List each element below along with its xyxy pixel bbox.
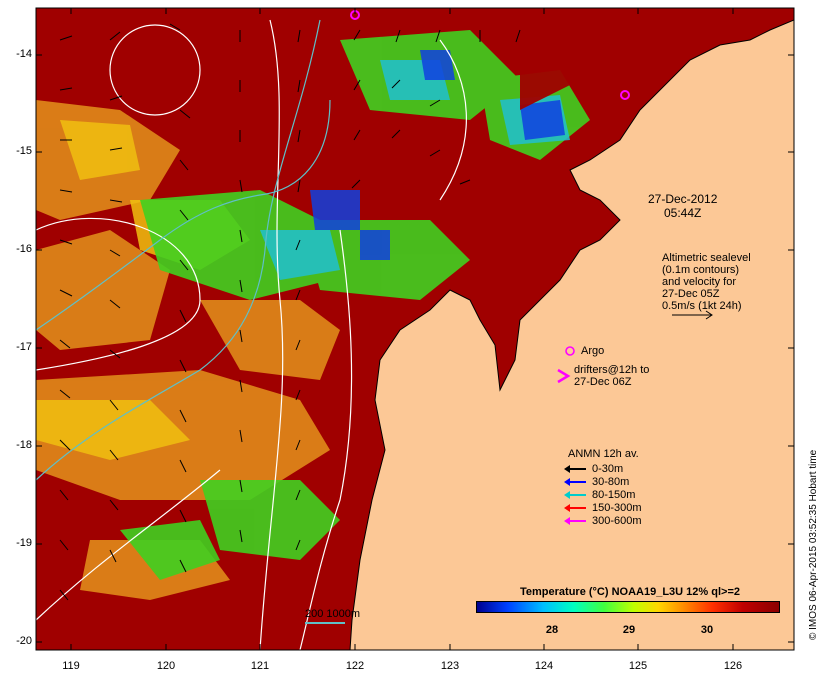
sealevel-contours xyxy=(36,19,467,650)
x-tick-label: 123 xyxy=(440,660,460,672)
argo-legend-symbol xyxy=(565,346,575,356)
colorbar-tick: 28 xyxy=(545,624,559,636)
altimetry-line: (0.1m contours) xyxy=(662,264,740,276)
drifters-legend: drifters@12h to 27-Dec 06Z xyxy=(574,364,649,388)
velocity-arrows xyxy=(59,23,521,601)
drifters-line: drifters@12h to xyxy=(574,364,650,376)
y-tick-label: -15 xyxy=(16,145,32,157)
bathymetry-lines xyxy=(36,19,331,481)
altimetry-line: 0.5m/s (1kt 24h) xyxy=(662,300,742,312)
argo-float-marker-coast xyxy=(620,90,630,100)
date-line: 27-Dec-2012 xyxy=(648,192,718,206)
y-tick-label: -14 xyxy=(16,48,32,60)
drifter-legend-symbol xyxy=(557,368,571,384)
anmn-item-label: 0-30m xyxy=(592,463,624,475)
anmn-item-label: 30-80m xyxy=(592,476,630,488)
anmn-legend-item: 0-30m xyxy=(564,463,642,476)
arrow-left-icon xyxy=(564,517,586,525)
x-tick-label: 119 xyxy=(62,660,80,672)
anmn-item-label: 150-300m xyxy=(592,502,642,514)
altimetry-line: and velocity for xyxy=(662,276,736,288)
altimetry-line: 27-Dec 05Z xyxy=(662,288,720,300)
date-stamp: 27-Dec-2012 05:44Z xyxy=(648,192,717,220)
anmn-legend: ANMN 12h av. 0-30m 30-80m 80-150m 150-30… xyxy=(564,448,642,528)
y-tick-label: -16 xyxy=(16,243,32,255)
bathymetry-scale-line xyxy=(305,622,345,624)
x-tick-label: 126 xyxy=(723,660,743,672)
credit-text: © IMOS 06-Apr-2015 03:52:35 Hobart time xyxy=(808,449,819,640)
land-mass xyxy=(349,8,794,650)
y-tick-label: -18 xyxy=(16,439,32,451)
x-tick-label: 125 xyxy=(628,660,648,672)
altimetry-legend: Altimetric sealevel (0.1m contours) and … xyxy=(662,252,751,312)
drifters-line: 27-Dec 06Z xyxy=(574,376,632,388)
x-tick-label: 121 xyxy=(250,660,270,672)
colorbar-tick: 29 xyxy=(622,624,636,636)
anmn-title: ANMN 12h av. xyxy=(568,448,639,460)
temperature-colorbar xyxy=(476,601,780,613)
bathymetry-scale-label: 200 1000m xyxy=(305,608,361,620)
anmn-legend-item: 300-600m xyxy=(564,515,642,528)
colorbar-tick: 30 xyxy=(700,624,714,636)
y-tick-label: -17 xyxy=(16,341,32,353)
y-tick-label: -19 xyxy=(16,537,32,549)
anmn-legend-item: 30-80m xyxy=(564,476,642,489)
anmn-item-label: 300-600m xyxy=(592,515,642,527)
arrow-left-icon xyxy=(564,504,586,512)
arrow-left-icon xyxy=(564,465,586,473)
anmn-legend-item: 80-150m xyxy=(564,489,642,502)
argo-legend-label: Argo xyxy=(581,345,605,357)
axis-ticks xyxy=(36,8,794,650)
arrow-left-icon xyxy=(564,491,586,499)
velocity-scale-arrow xyxy=(672,310,713,320)
altimetry-line: Altimetric sealevel xyxy=(662,252,751,264)
sst-cold-patches xyxy=(310,50,565,260)
anmn-legend-item: 150-300m xyxy=(564,502,642,515)
y-tick-label: -20 xyxy=(16,635,32,647)
colorbar-title: Temperature (°C) NOAA19_L3U 12% ql>=2 xyxy=(520,586,740,598)
sst-coastal-warm xyxy=(520,8,794,110)
x-tick-label: 122 xyxy=(345,660,365,672)
arrow-left-icon xyxy=(564,478,586,486)
anmn-item-label: 80-150m xyxy=(592,489,636,501)
x-tick-label: 124 xyxy=(534,660,554,672)
time-line: 05:44Z xyxy=(664,206,702,220)
x-tick-label: 120 xyxy=(156,660,176,672)
